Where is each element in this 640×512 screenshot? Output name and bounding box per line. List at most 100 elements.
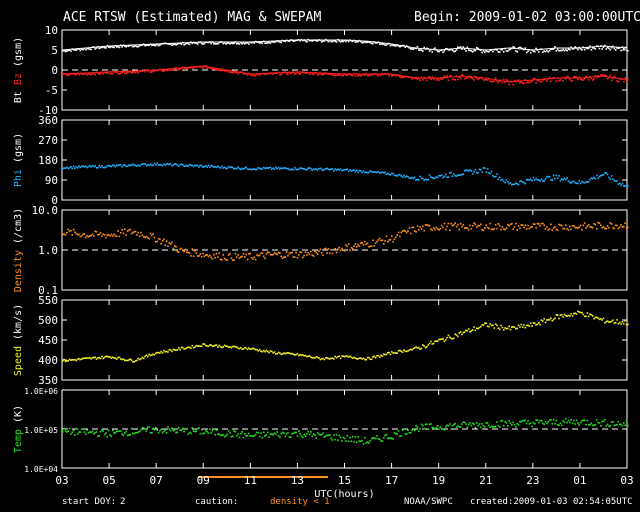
- point-density: [86, 234, 88, 237]
- point-phi: [386, 172, 389, 175]
- point-phi: [173, 163, 176, 165]
- point-bz: [370, 74, 373, 76]
- point-density: [338, 246, 341, 249]
- point-phi: [555, 174, 558, 177]
- point-density: [511, 223, 513, 225]
- point-bz: [473, 79, 475, 81]
- point-bt: [63, 49, 65, 52]
- point-density: [175, 245, 177, 248]
- point-temp: [264, 435, 266, 437]
- point-density: [554, 226, 556, 228]
- point-density: [412, 226, 415, 229]
- point-temp: [171, 427, 173, 430]
- point-temp: [101, 429, 103, 431]
- point-speed: [405, 350, 408, 353]
- point-speed: [141, 356, 144, 359]
- point-speed: [194, 346, 196, 348]
- point-temp: [552, 418, 555, 421]
- point-density: [314, 250, 316, 253]
- point-speed: [238, 347, 241, 350]
- point-speed: [74, 358, 76, 361]
- point-temp: [311, 435, 314, 438]
- point-bz: [377, 74, 380, 77]
- point-bt: [391, 43, 393, 46]
- point-temp: [399, 435, 401, 437]
- point-phi: [310, 167, 312, 170]
- point-speed: [579, 311, 582, 314]
- point-speed: [200, 345, 203, 348]
- point-bz: [566, 75, 568, 78]
- point-temp: [521, 419, 524, 422]
- point-speed: [365, 358, 368, 361]
- point-bz: [86, 73, 88, 76]
- point-speed: [420, 347, 423, 350]
- point-bz: [463, 78, 466, 80]
- point-phi: [381, 171, 384, 173]
- point-density: [308, 253, 311, 256]
- point-bz: [471, 77, 474, 80]
- point-phi: [404, 176, 407, 178]
- point-bz: [214, 68, 216, 71]
- point-phi: [300, 167, 303, 170]
- point-bz: [266, 73, 269, 75]
- point-phi: [63, 167, 65, 169]
- point-speed: [237, 347, 239, 350]
- point-density: [179, 248, 181, 250]
- point-temp: [314, 434, 316, 437]
- point-density: [354, 243, 357, 245]
- point-phi: [465, 169, 467, 172]
- point-speed: [198, 345, 200, 347]
- point-phi: [320, 168, 323, 171]
- point-phi: [438, 174, 440, 177]
- point-phi: [556, 177, 559, 179]
- point-phi: [535, 177, 537, 180]
- point-phi: [217, 165, 219, 168]
- point-density: [544, 228, 547, 230]
- point-phi: [167, 163, 169, 165]
- point-bz: [150, 71, 153, 73]
- point-density: [399, 235, 401, 238]
- point-density: [401, 230, 404, 233]
- point-temp: [226, 433, 229, 436]
- point-phi: [551, 179, 554, 182]
- point-temp: [366, 441, 369, 443]
- point-density: [196, 255, 199, 257]
- point-bz: [427, 76, 430, 79]
- point-temp: [258, 435, 261, 438]
- point-speed: [401, 351, 404, 354]
- point-speed: [423, 345, 425, 347]
- point-phi: [172, 164, 175, 166]
- point-density: [571, 225, 574, 227]
- point-bt: [380, 42, 382, 45]
- point-temp: [190, 432, 192, 435]
- point-density: [273, 252, 276, 254]
- point-phi: [272, 167, 274, 170]
- point-temp: [435, 427, 438, 429]
- point-temp: [535, 419, 537, 422]
- point-phi: [579, 182, 582, 185]
- point-temp: [598, 422, 601, 424]
- point-bz: [358, 74, 361, 76]
- point-phi: [78, 165, 80, 167]
- point-speed: [484, 322, 486, 324]
- point-temp: [531, 425, 533, 428]
- point-speed: [124, 359, 126, 362]
- point-speed: [257, 350, 260, 352]
- point-temp: [315, 437, 318, 440]
- point-phi: [513, 183, 516, 186]
- point-speed: [168, 348, 171, 351]
- point-bz: [306, 72, 308, 74]
- point-speed: [153, 354, 156, 356]
- point-density: [428, 224, 431, 227]
- point-temp: [191, 427, 194, 429]
- point-phi: [202, 166, 204, 168]
- point-phi: [241, 167, 243, 170]
- point-temp: [554, 422, 556, 425]
- point-phi: [474, 168, 477, 171]
- point-temp: [221, 434, 223, 437]
- point-phi: [400, 175, 403, 177]
- point-bt: [409, 48, 412, 50]
- point-temp: [438, 428, 440, 431]
- point-phi: [583, 182, 586, 184]
- point-density: [552, 227, 555, 229]
